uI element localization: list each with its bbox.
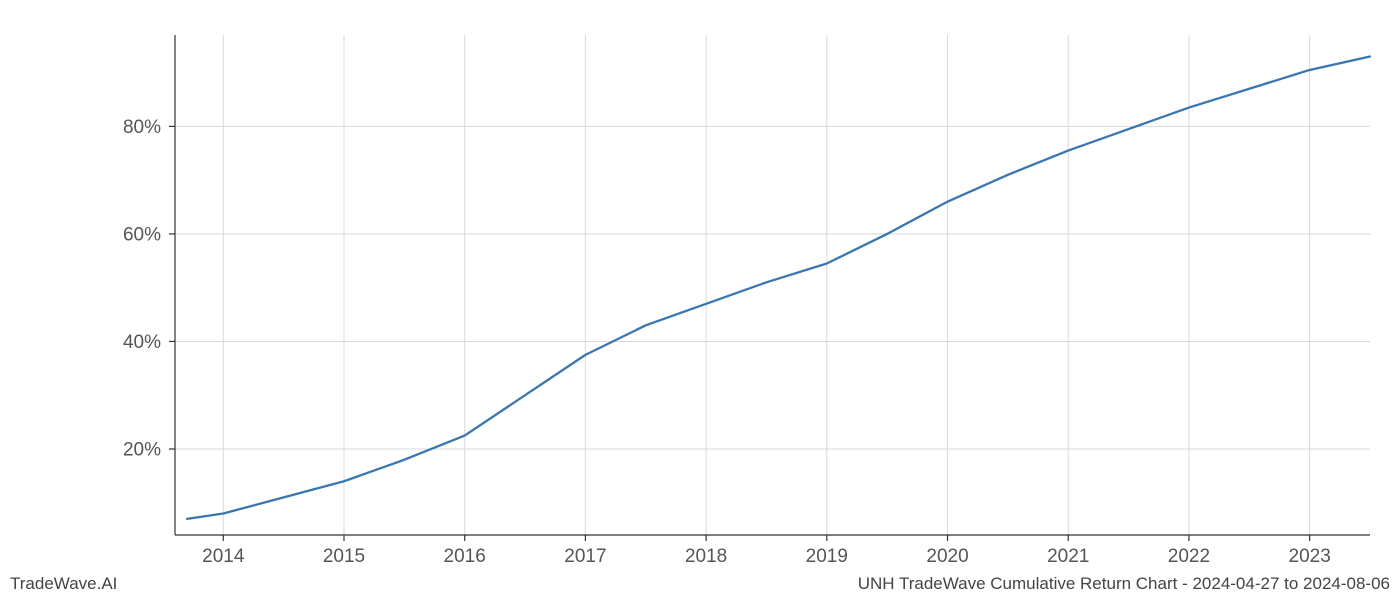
y-tick-label: 80% [123,117,161,138]
y-tick-label: 60% [123,225,161,246]
x-tick-label: 2023 [1289,546,1331,567]
footer-right-text: UNH TradeWave Cumulative Return Chart - … [858,574,1390,594]
footer-left-text: TradeWave.AI [10,574,117,594]
x-tick-label: 2021 [1047,546,1089,567]
x-tick-label: 2018 [685,546,727,567]
line-chart: 2014 2015 2016 2017 2018 2019 2020 2021 2022 2023… [0,0,1400,600]
x-tick-label: 2014 [202,546,245,567]
chart-container: 2014 2015 2016 2017 2018 2019 2020 2021 2022 2023… [0,0,1400,600]
y-tick-label: 40% [123,332,161,353]
x-tick-label: 2022 [1168,546,1210,567]
x-tick-label: 2020 [926,546,968,567]
y-tick-label: 20% [123,440,161,461]
x-tick-label: 2017 [564,546,606,567]
x-tick-label: 2019 [806,546,848,567]
x-tick-label: 2015 [323,546,365,567]
footer: TradeWave.AI UNH TradeWave Cumulative Re… [10,574,1390,594]
x-tick-label: 2016 [444,546,486,567]
